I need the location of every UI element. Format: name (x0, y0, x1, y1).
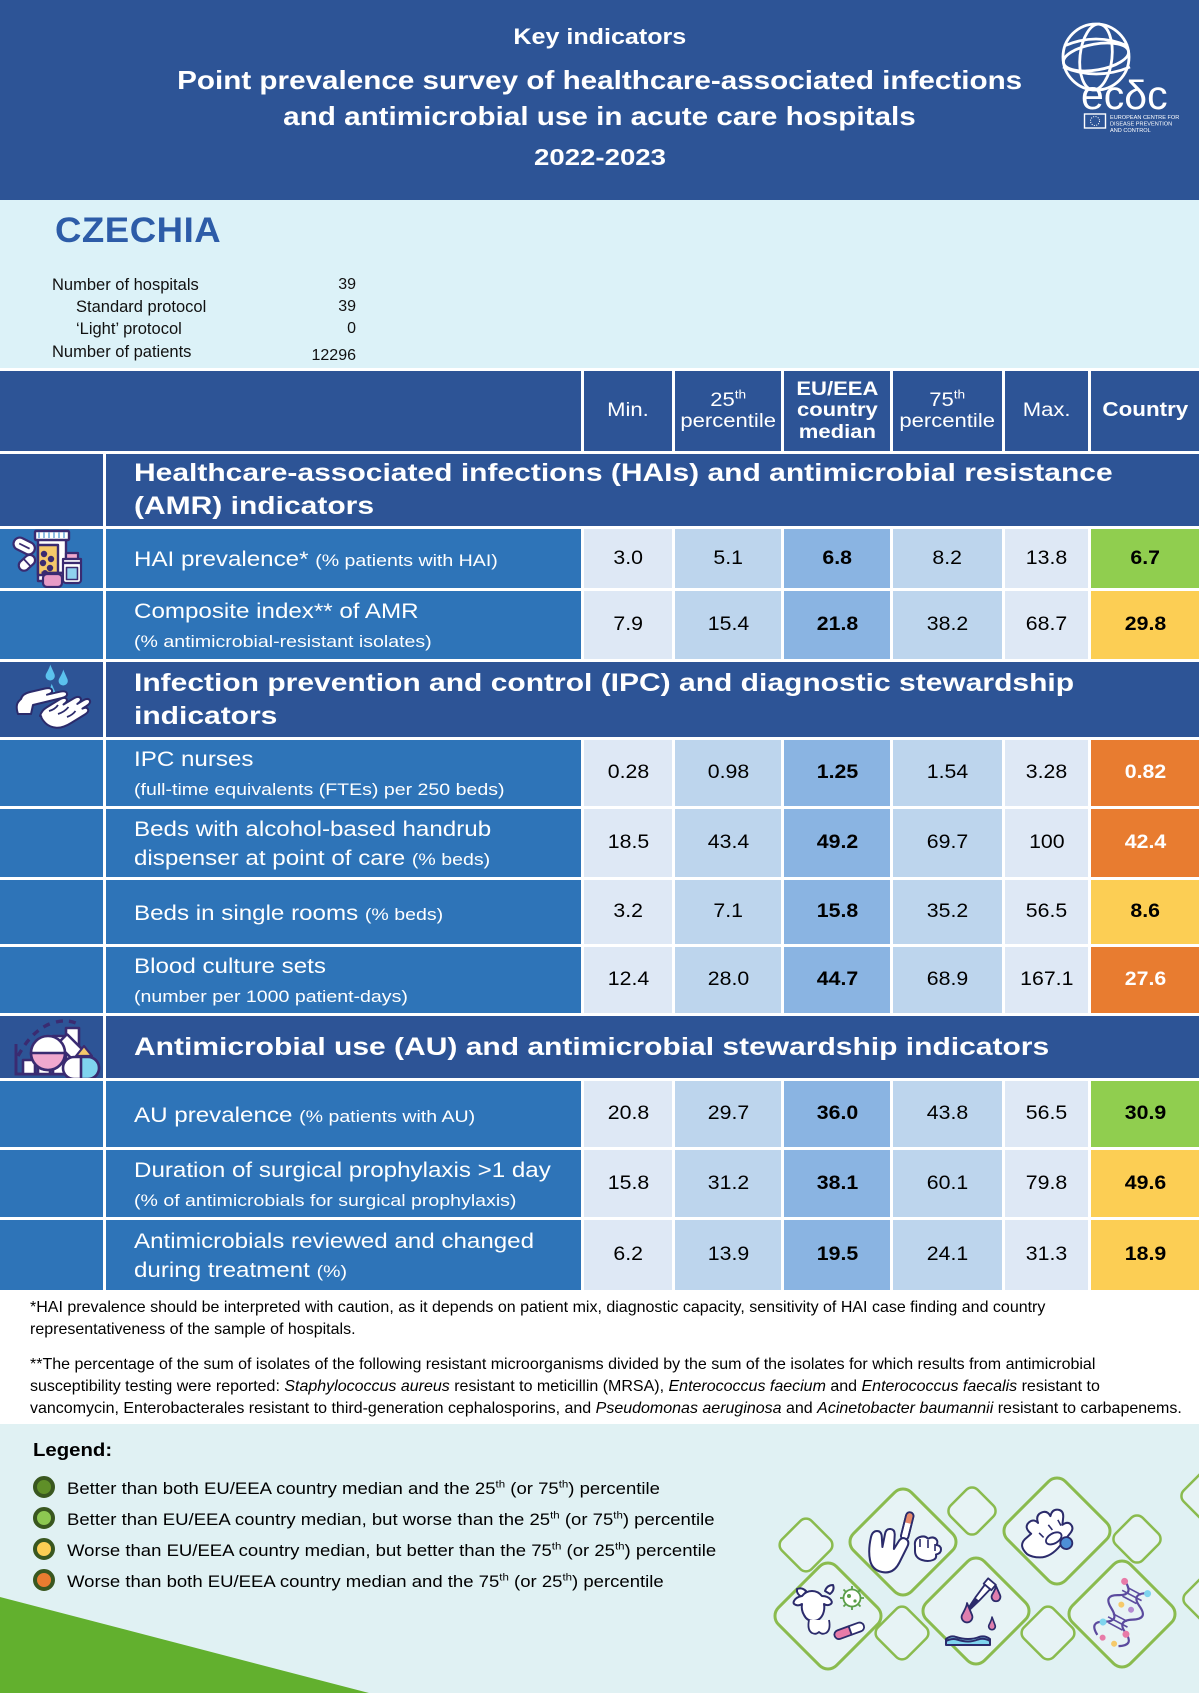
svg-text:AND CONTROL: AND CONTROL (1110, 128, 1151, 134)
svg-text:EUROPEAN CENTRE FOR: EUROPEAN CENTRE FOR (1110, 115, 1179, 121)
svg-text:DISEASE PREVENTION: DISEASE PREVENTION (1110, 122, 1172, 128)
svg-text:ecδc: ecδc (1081, 72, 1168, 118)
